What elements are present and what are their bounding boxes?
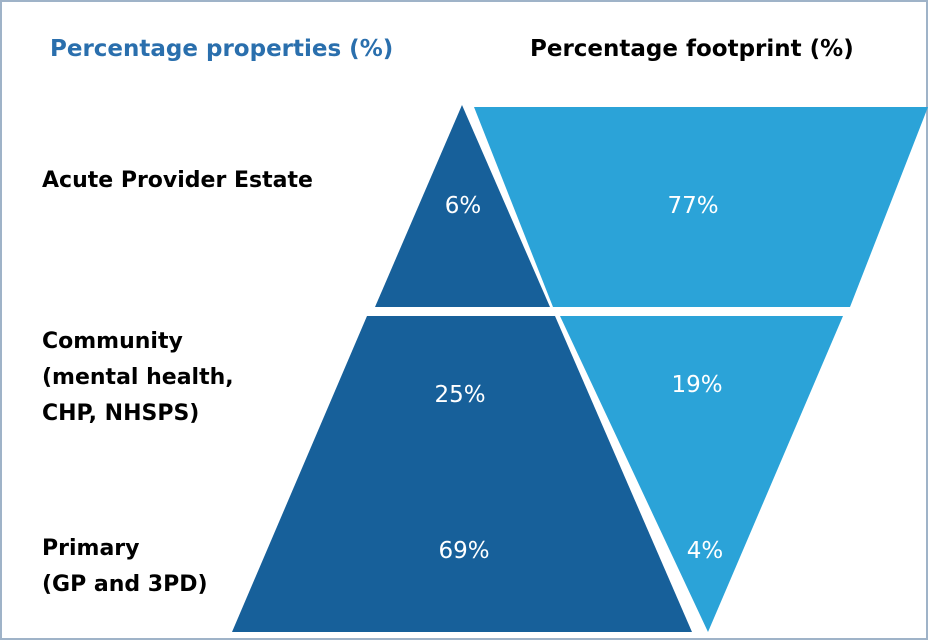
properties-bottom: [232, 316, 692, 632]
row-label: Primary: [42, 536, 139, 561]
row-label: CHP, NHSPS): [42, 401, 199, 426]
row-label: Community: [42, 329, 183, 354]
footprint-value: 77%: [667, 193, 718, 219]
row-label: (GP and 3PD): [42, 572, 208, 597]
header-footprint: Percentage footprint (%): [530, 36, 854, 62]
properties-top: [375, 105, 550, 307]
footprint-top: [474, 107, 928, 307]
footprint-value: 19%: [671, 372, 722, 398]
row-label: (mental health,: [42, 365, 234, 390]
footprint-value: 4%: [687, 538, 724, 564]
header-properties: Percentage properties (%): [50, 36, 393, 62]
properties-value: 25%: [434, 382, 485, 408]
footprint-bottom: [560, 316, 843, 632]
row-label: Acute Provider Estate: [42, 168, 313, 193]
properties-value: 69%: [438, 538, 489, 564]
properties-value: 6%: [445, 193, 482, 219]
